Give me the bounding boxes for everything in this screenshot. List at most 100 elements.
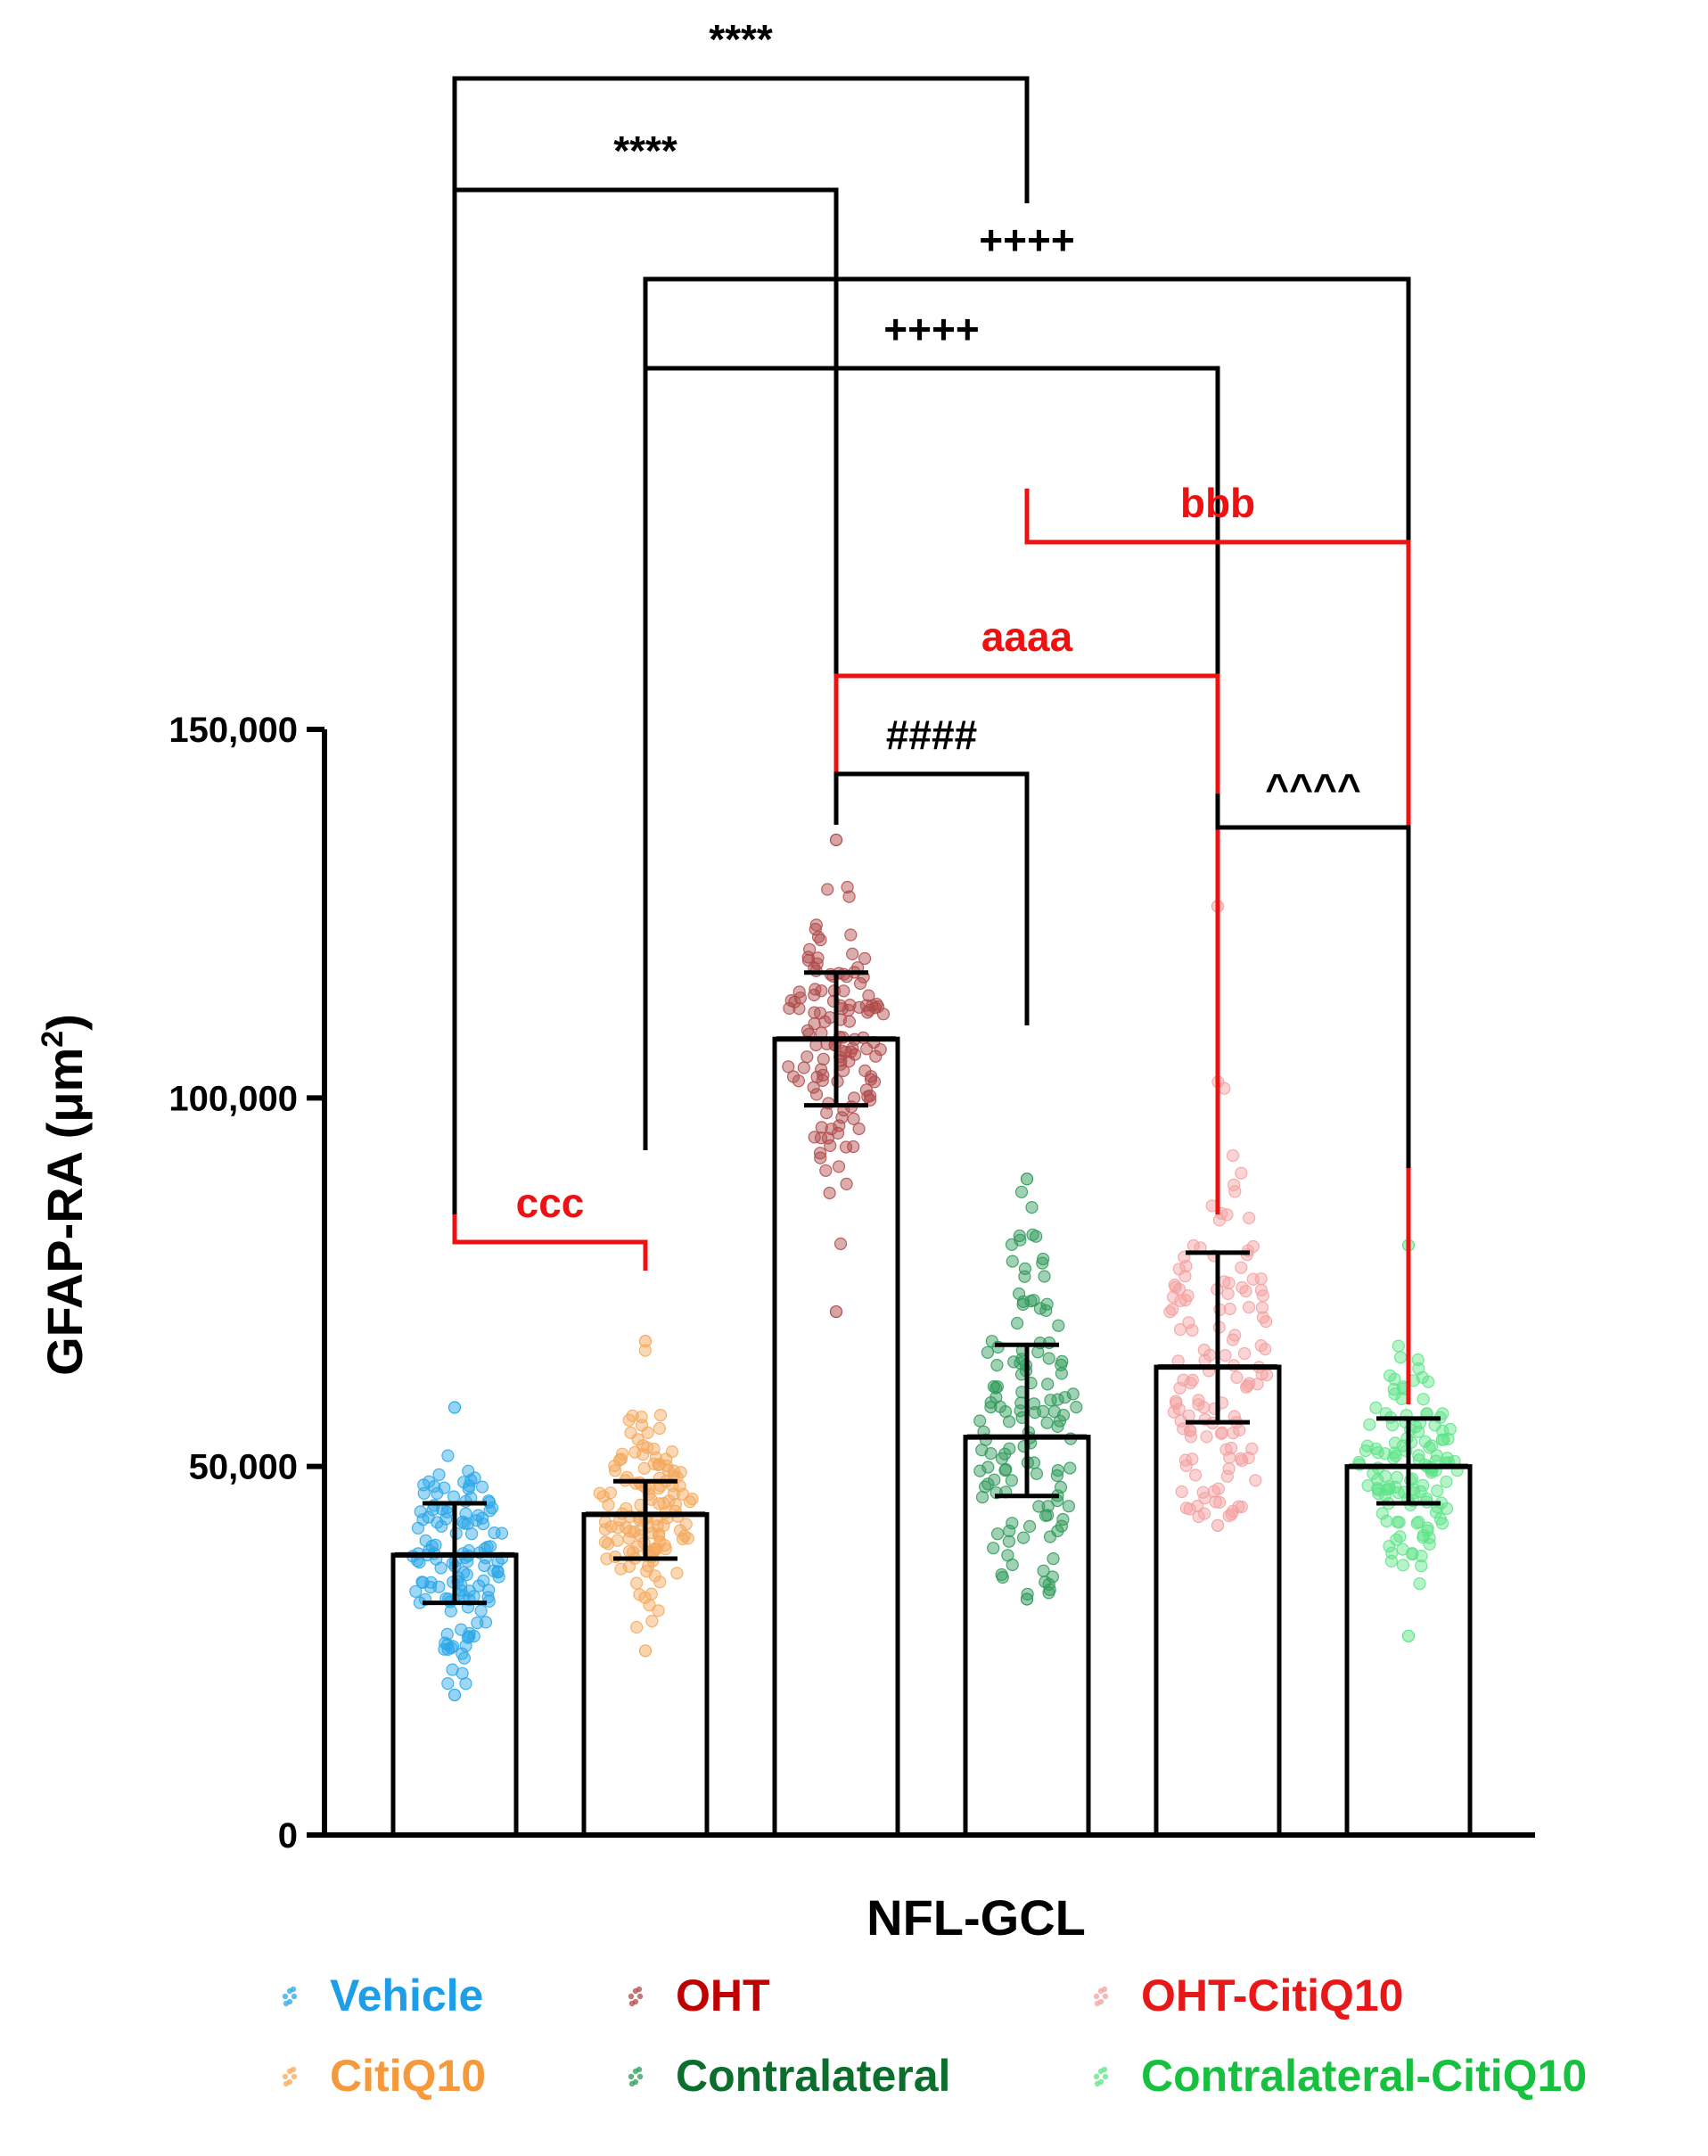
data-point — [990, 1358, 1004, 1372]
data-point — [440, 1627, 454, 1642]
data-point — [647, 1457, 661, 1470]
data-point — [441, 1676, 455, 1691]
legend-entry: OHT-CitiQ10 — [1093, 1971, 1403, 2020]
data-point — [981, 1461, 995, 1474]
data-point — [457, 1517, 472, 1530]
data-point — [1006, 1255, 1019, 1268]
error-bar — [1349, 1416, 1468, 1506]
data-point — [839, 1140, 853, 1154]
bars — [390, 1036, 1473, 1838]
data-point — [1183, 1424, 1197, 1437]
legend-marker-dot — [628, 2000, 636, 2007]
data-point — [1222, 1276, 1236, 1290]
data-point — [1371, 1473, 1384, 1486]
data-point — [1182, 1316, 1195, 1329]
data-point — [1435, 1433, 1449, 1446]
data-point — [861, 1090, 875, 1104]
data-point — [811, 930, 825, 944]
data-point — [809, 918, 823, 932]
legend-marker-dot — [628, 1993, 635, 2000]
data-point — [984, 1400, 998, 1414]
data-point — [1016, 1297, 1030, 1312]
data-point — [645, 1587, 658, 1601]
data-point — [642, 1559, 655, 1573]
data-point — [846, 947, 859, 961]
legend-marker-dot — [1093, 1993, 1100, 2000]
legend-marker-dot — [1101, 2066, 1108, 2073]
data-point — [1219, 1348, 1232, 1362]
data-point — [1027, 1456, 1041, 1469]
data-point — [1062, 1500, 1076, 1513]
legend-label: Contralateral-CitiQ10 — [1141, 2051, 1587, 2101]
data-point — [633, 1588, 646, 1601]
data-point — [1388, 1387, 1401, 1401]
data-point — [1200, 1430, 1213, 1444]
error-bar — [776, 970, 896, 1108]
data-point — [1005, 1474, 1019, 1487]
data-point — [987, 1542, 1000, 1555]
bar-contralateral-citiq10 — [1344, 1464, 1473, 1838]
data-point — [817, 1052, 830, 1066]
data-point — [1389, 1480, 1402, 1494]
data-point — [626, 1545, 640, 1559]
data-point — [1192, 1510, 1205, 1524]
data-point — [1433, 1512, 1447, 1526]
data-point — [817, 1068, 830, 1082]
data-point — [975, 1490, 989, 1504]
legend-entry: OHT — [628, 1971, 770, 2020]
data-point — [622, 1413, 636, 1427]
data-point — [659, 1452, 673, 1466]
data-point — [681, 1532, 694, 1545]
data-point — [1173, 1381, 1187, 1395]
data-point — [1197, 1343, 1211, 1357]
data-point — [1411, 1353, 1425, 1367]
data-point — [463, 1584, 476, 1598]
data-point — [1220, 1469, 1234, 1483]
sig-bracket-line — [643, 366, 1220, 1214]
data-point — [1421, 1521, 1434, 1535]
data-point — [435, 1519, 448, 1533]
data-point — [409, 1584, 423, 1598]
legend-marker-dot — [1102, 1993, 1109, 2000]
y-tick-label: 50,000 — [189, 1448, 298, 1487]
data-point — [1224, 1441, 1238, 1455]
data-point — [623, 1525, 636, 1538]
data-point — [1361, 1478, 1375, 1493]
data-point — [1389, 1449, 1402, 1463]
legend-marker — [628, 1986, 644, 2007]
data-point — [1051, 1420, 1064, 1434]
data-point — [628, 1525, 641, 1539]
data-point — [479, 1616, 493, 1629]
data-point — [1254, 1283, 1269, 1297]
legend-marker-dot — [636, 1993, 644, 2000]
data-point — [1030, 1230, 1043, 1243]
data-point — [990, 1527, 1005, 1541]
data-point — [475, 1480, 489, 1494]
data-point — [821, 1131, 835, 1145]
data-point — [1390, 1533, 1403, 1546]
data-point — [413, 1555, 426, 1569]
data-point — [833, 1237, 848, 1251]
data-point — [1188, 1469, 1203, 1482]
data-point — [1192, 1394, 1205, 1407]
data-point — [438, 1481, 451, 1494]
data-point — [1047, 1551, 1060, 1566]
data-point — [1396, 1559, 1410, 1572]
significance-brackets: **** **** ++++++++ bbb aaaa #### ^^^^ ccc — [452, 16, 1411, 1404]
data-point — [1177, 1373, 1190, 1387]
data-point — [1055, 1358, 1068, 1371]
legend-marker — [1093, 2066, 1109, 2087]
legend-marker-dot — [1102, 2073, 1109, 2080]
data-point — [1401, 1629, 1416, 1642]
data-point — [847, 1091, 861, 1105]
data-point — [645, 1526, 659, 1540]
data-point — [853, 976, 867, 991]
data-point — [472, 1509, 485, 1522]
data-point — [1187, 1238, 1201, 1253]
legend-marker-dot — [283, 2000, 290, 2007]
data-point — [833, 1119, 846, 1132]
data-point — [1027, 1294, 1040, 1307]
data-point — [981, 1345, 995, 1359]
data-point — [1239, 1284, 1252, 1298]
data-point — [593, 1486, 606, 1500]
